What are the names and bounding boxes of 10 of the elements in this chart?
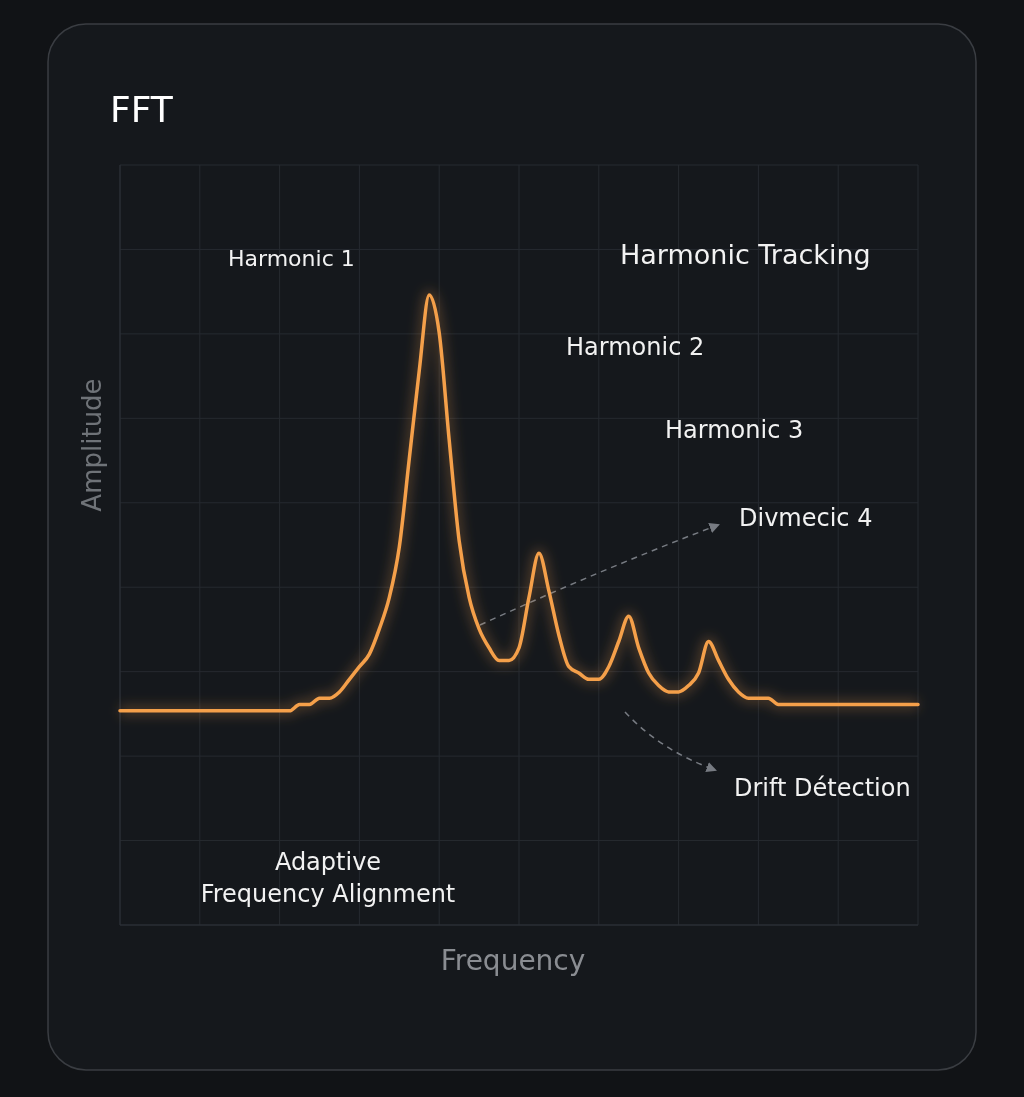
x-axis-title: Frequency bbox=[440, 944, 586, 977]
annotation: Harmonic 3 bbox=[665, 416, 804, 444]
annotation: Divmecic 4 bbox=[739, 504, 873, 532]
y-axis-title: Amplitude bbox=[77, 378, 107, 512]
text: Harmonic 1 bbox=[228, 246, 355, 271]
annotation: Adaptive Frequency Alignment bbox=[200, 848, 456, 909]
annotation: Drift Détection bbox=[734, 774, 911, 802]
chart-title: FFT bbox=[110, 89, 174, 130]
annotation: Harmonic 2 bbox=[566, 333, 705, 361]
text: Harmonic Tracking bbox=[620, 239, 871, 270]
